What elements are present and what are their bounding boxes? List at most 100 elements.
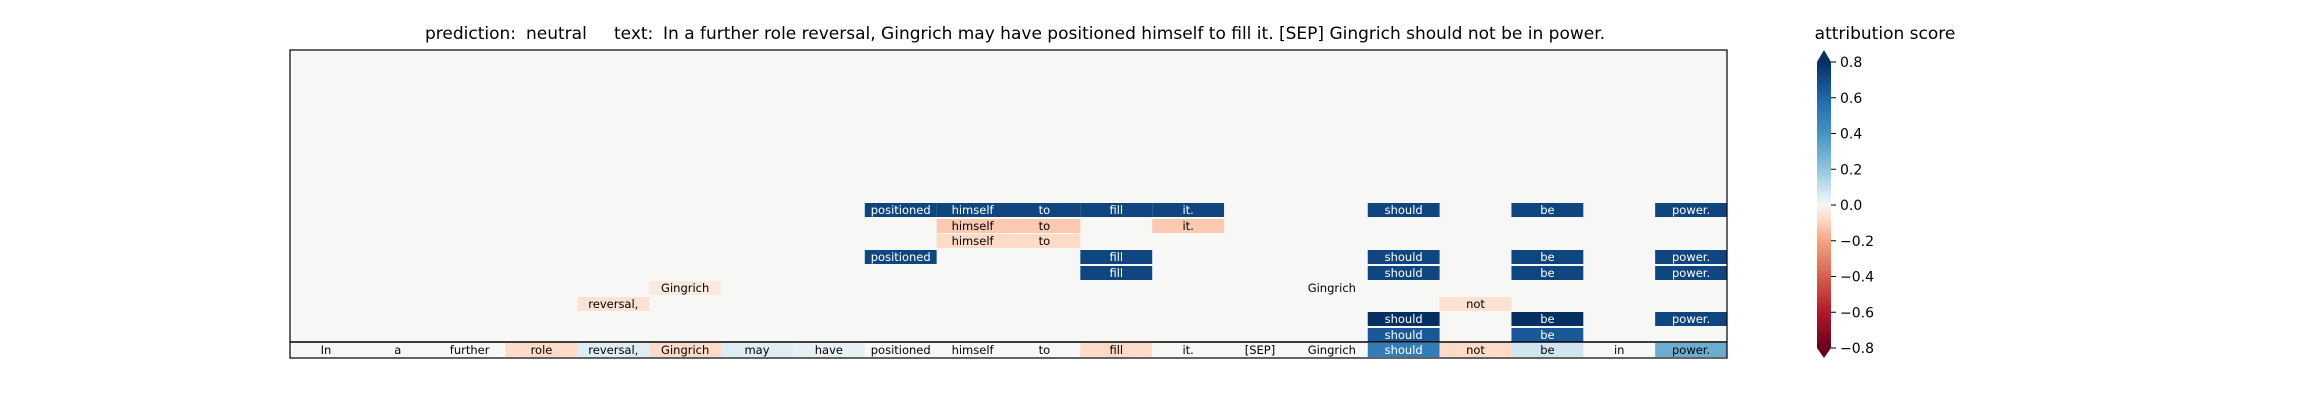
heatmap-cell: positioned bbox=[871, 343, 931, 357]
colorbar-extend-bottom bbox=[1817, 348, 1831, 358]
heatmap-cell-label: himself bbox=[952, 203, 995, 217]
heatmap-cell: to bbox=[1008, 219, 1081, 233]
heatmap-cell-fill bbox=[1655, 343, 1727, 357]
heatmap-cell-label: role bbox=[531, 343, 553, 357]
heatmap-cell-label: be bbox=[1540, 343, 1554, 357]
heatmap-cell-label: should bbox=[1385, 312, 1423, 326]
heatmap-cell: Gingrich bbox=[649, 343, 722, 357]
heatmap-cell-fill bbox=[1367, 203, 1440, 217]
heatmap-cell-fill bbox=[1655, 250, 1727, 264]
heatmap-cell-label: power. bbox=[1672, 312, 1710, 326]
heatmap-cell: may bbox=[721, 343, 793, 357]
heatmap-cell-label: power. bbox=[1672, 266, 1710, 280]
heatmap-cell-label: it. bbox=[1182, 343, 1193, 357]
heatmap-cell: should bbox=[1367, 328, 1440, 342]
heatmap-cell: should bbox=[1367, 266, 1440, 280]
heatmap-cell: it. bbox=[1182, 343, 1193, 357]
heatmap-cell-label: Gingrich bbox=[661, 343, 709, 357]
chart-title: prediction: neutral text: In a further r… bbox=[425, 24, 1605, 44]
heatmap-cell: fill bbox=[1080, 343, 1153, 357]
heatmap-cell: should bbox=[1367, 343, 1440, 357]
heatmap-cell-fill bbox=[1511, 250, 1584, 264]
colorbar-tick-label: −0.4 bbox=[1840, 270, 1874, 286]
heatmap-cell-label: have bbox=[815, 343, 843, 357]
heatmap-cell: have bbox=[792, 343, 865, 357]
heatmap-cell: should bbox=[1367, 250, 1440, 264]
heatmap-cell-fill bbox=[1367, 312, 1440, 326]
heatmap-cell-fill bbox=[1367, 250, 1440, 264]
heatmap-cell-label: further bbox=[450, 343, 490, 357]
heatmap-cell-label: it. bbox=[1182, 203, 1193, 217]
colorbar-extend-top bbox=[1817, 50, 1831, 62]
colorbar-tick-label: 0.0 bbox=[1840, 198, 1862, 214]
heatmap-cell: not bbox=[1439, 343, 1512, 357]
heatmap-cell-label: In bbox=[321, 343, 332, 357]
colorbar-tick-label: −0.6 bbox=[1840, 305, 1874, 321]
heatmap-cell: power. bbox=[1655, 312, 1727, 326]
heatmap-cell-fill bbox=[864, 203, 937, 217]
heatmap-cell: be bbox=[1511, 250, 1584, 264]
heatmap-cell-fill bbox=[721, 343, 793, 357]
heatmap-cell-label: reversal, bbox=[588, 343, 638, 357]
heatmap-cell: not bbox=[1439, 297, 1512, 311]
heatmap-cell-fill bbox=[1080, 266, 1153, 280]
heatmap-cell-label: fill bbox=[1109, 250, 1123, 264]
heatmap-cell: in bbox=[1614, 343, 1624, 357]
heatmap-cell-label: should bbox=[1385, 266, 1423, 280]
heatmap-cell-label: positioned bbox=[871, 343, 931, 357]
heatmap-cell: be bbox=[1511, 328, 1584, 342]
colorbar-tick-label: 0.8 bbox=[1840, 55, 1862, 71]
heatmap-cell-label: himself bbox=[952, 234, 995, 248]
heatmap-cell: to bbox=[1008, 203, 1081, 217]
colorbar-tick-label: 0.4 bbox=[1840, 127, 1862, 143]
heatmap-cell-label: to bbox=[1039, 234, 1051, 248]
heatmap-cell-fill bbox=[1511, 312, 1584, 326]
heatmap-cell: be bbox=[1511, 203, 1584, 217]
heatmap-cell-label: should bbox=[1385, 343, 1423, 357]
heatmap-cell: a bbox=[394, 343, 401, 357]
heatmap-cell: Gingrich bbox=[649, 281, 722, 295]
heatmap-cell-fill bbox=[505, 343, 578, 357]
heatmap-cell-label: should bbox=[1385, 328, 1423, 342]
heatmap-cell: to bbox=[1039, 343, 1051, 357]
text-label: text: bbox=[614, 24, 653, 44]
colorbar: attribution score 0.8 0.6 0.4 0.2 0.0 −0.2 −0.… bbox=[1815, 24, 1956, 358]
heatmap-cell-fill bbox=[1367, 328, 1440, 342]
heatmap-cell: power. bbox=[1655, 250, 1727, 264]
heatmap-cell-label: power. bbox=[1672, 343, 1710, 357]
heatmap-cell: be bbox=[1511, 343, 1584, 357]
heatmap-cell-label: himself bbox=[952, 219, 995, 233]
heatmap-cell: fill bbox=[1080, 250, 1153, 264]
heatmap-cell-fill bbox=[1439, 297, 1512, 311]
heatmap-cell: it. bbox=[1152, 203, 1225, 217]
heatmap-cell-label: [SEP] bbox=[1245, 343, 1275, 357]
prediction-label: prediction: bbox=[425, 24, 516, 44]
heatmap-cell-label: not bbox=[1466, 343, 1485, 357]
heatmap-cell-fill bbox=[1152, 219, 1225, 233]
heatmap-cell-fill bbox=[1152, 203, 1225, 217]
heatmap-cell-label: reversal, bbox=[588, 297, 638, 311]
colorbar-gradient bbox=[1817, 62, 1831, 348]
heatmap-cell-label: it. bbox=[1182, 219, 1193, 233]
heatmap-cell-fill bbox=[1655, 266, 1727, 280]
heatmap-cell-label: may bbox=[744, 343, 769, 357]
heatmap-cell-label: Gingrich bbox=[661, 281, 709, 295]
prediction-value: neutral bbox=[526, 24, 587, 44]
heatmap-cell-fill bbox=[1655, 312, 1727, 326]
heatmap-cell-label: be bbox=[1540, 203, 1554, 217]
heatmap-cell-label: fill bbox=[1109, 203, 1123, 217]
heatmap-cell-fill bbox=[1008, 219, 1081, 233]
heatmap-cell-label: power. bbox=[1672, 250, 1710, 264]
heatmap-cell: positioned bbox=[864, 203, 937, 217]
heatmap-cell: fill bbox=[1080, 266, 1153, 280]
heatmap-cell-label: to bbox=[1039, 203, 1051, 217]
heatmap-cell-label: to bbox=[1039, 343, 1051, 357]
colorbar-label: attribution score bbox=[1815, 24, 1956, 44]
heatmap-cell-fill bbox=[1008, 203, 1081, 217]
heatmap-cell: should bbox=[1367, 312, 1440, 326]
heatmap-cell: himself bbox=[952, 343, 995, 357]
heatmap-cell: Gingrich bbox=[1308, 343, 1356, 357]
heatmap-cell: should bbox=[1367, 203, 1440, 217]
heatmap-cell: himself bbox=[936, 234, 1009, 248]
heatmap-cell: reversal, bbox=[577, 297, 650, 311]
